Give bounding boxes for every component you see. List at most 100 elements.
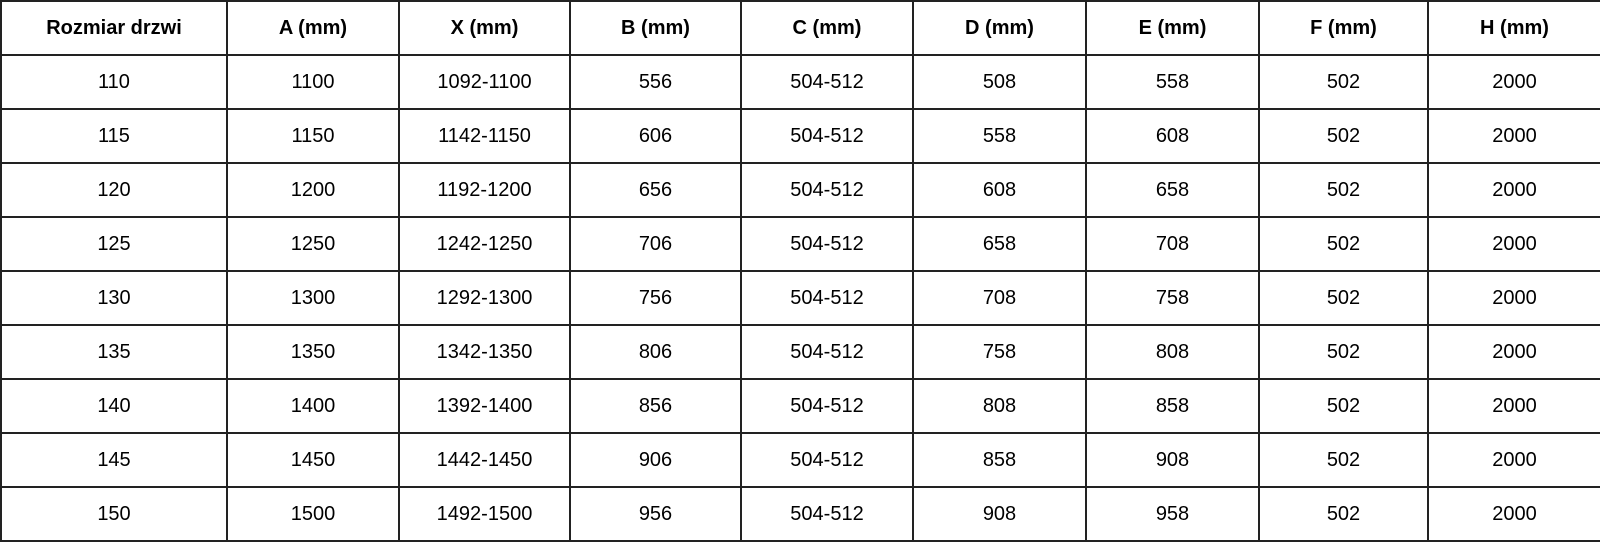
table-cell: 558 [1085,54,1260,110]
table-cell: 2000 [1427,270,1600,326]
table-cell: 502 [1258,54,1429,110]
table-cell: 758 [1085,270,1260,326]
table-cell: 2000 [1427,432,1600,488]
table-cell: 556 [569,54,742,110]
table-cell: 806 [569,324,742,380]
table-cell: 808 [912,378,1087,434]
table-cell: 502 [1258,216,1429,272]
table-cell: 858 [912,432,1087,488]
table-cell: 145 [0,432,228,488]
table-cell: 1292-1300 [398,270,571,326]
column-header: C (mm) [740,0,914,56]
table-cell: 1100 [226,54,400,110]
table-cell: 608 [1085,108,1260,164]
table-row: 145 1450 1442-1450 906 504-512 858 908 502 2000 [0,432,1600,488]
table-cell: 658 [1085,162,1260,218]
table-cell: 956 [569,486,742,542]
table-cell: 908 [912,486,1087,542]
column-header: A (mm) [226,0,400,56]
table-cell: 1142-1150 [398,108,571,164]
table-row: 150 1500 1492-1500 956 504-512 908 958 502 2000 [0,486,1600,542]
table-cell: 2000 [1427,378,1600,434]
table-row: 130 1300 1292-1300 756 504-512 708 758 502 2000 [0,270,1600,326]
table-cell: 502 [1258,432,1429,488]
header-row: Rozmiar drzwi A (mm) X (mm) B (mm) C (mm) D (… [0,0,1600,56]
table-cell: 1250 [226,216,400,272]
table-cell: 708 [912,270,1087,326]
table-cell: 858 [1085,378,1260,434]
table-cell: 1092-1100 [398,54,571,110]
table-cell: 1492-1500 [398,486,571,542]
table-cell: 1400 [226,378,400,434]
table-cell: 504-512 [740,108,914,164]
column-header: E (mm) [1085,0,1260,56]
table-cell: 504-512 [740,324,914,380]
table-row: 140 1400 1392-1400 856 504-512 808 858 502 2000 [0,378,1600,434]
table-cell: 856 [569,378,742,434]
table-cell: 656 [569,162,742,218]
table-cell: 504-512 [740,216,914,272]
table-cell: 120 [0,162,228,218]
table-cell: 140 [0,378,228,434]
table-cell: 908 [1085,432,1260,488]
column-header: F (mm) [1258,0,1429,56]
table-cell: 2000 [1427,486,1600,542]
table-cell: 504-512 [740,432,914,488]
table-cell: 502 [1258,486,1429,542]
table-cell: 758 [912,324,1087,380]
table-row: 115 1150 1142-1150 606 504-512 558 608 502 2000 [0,108,1600,164]
table-cell: 502 [1258,108,1429,164]
table-cell: 502 [1258,378,1429,434]
table-cell: 1392-1400 [398,378,571,434]
table-cell: 502 [1258,162,1429,218]
table-cell: 1200 [226,162,400,218]
table-cell: 558 [912,108,1087,164]
table-row: 110 1100 1092-1100 556 504-512 508 558 502 2000 [0,54,1600,110]
table-cell: 906 [569,432,742,488]
table-row: 135 1350 1342-1350 806 504-512 758 808 502 2000 [0,324,1600,380]
table-cell: 110 [0,54,228,110]
table-cell: 1342-1350 [398,324,571,380]
table-cell: 504-512 [740,54,914,110]
table-cell: 1350 [226,324,400,380]
table-cell: 2000 [1427,324,1600,380]
table-cell: 2000 [1427,162,1600,218]
table-cell: 756 [569,270,742,326]
table-cell: 504-512 [740,486,914,542]
table-cell: 608 [912,162,1087,218]
table-cell: 502 [1258,324,1429,380]
table-cell: 2000 [1427,108,1600,164]
table-cell: 150 [0,486,228,542]
table-cell: 658 [912,216,1087,272]
table-row: 125 1250 1242-1250 706 504-512 658 708 502 2000 [0,216,1600,272]
table-cell: 508 [912,54,1087,110]
table-cell: 504-512 [740,162,914,218]
table-cell: 706 [569,216,742,272]
table-cell: 958 [1085,486,1260,542]
column-header: H (mm) [1427,0,1600,56]
table-cell: 1150 [226,108,400,164]
table-cell: 1242-1250 [398,216,571,272]
table-row: 120 1200 1192-1200 656 504-512 608 658 502 2000 [0,162,1600,218]
table-cell: 135 [0,324,228,380]
column-header: B (mm) [569,0,742,56]
table-cell: 115 [0,108,228,164]
table-cell: 1192-1200 [398,162,571,218]
table-cell: 125 [0,216,228,272]
table-cell: 504-512 [740,270,914,326]
table-cell: 130 [0,270,228,326]
table-cell: 1442-1450 [398,432,571,488]
table-cell: 502 [1258,270,1429,326]
table-cell: 504-512 [740,378,914,434]
table-cell: 708 [1085,216,1260,272]
column-header: Rozmiar drzwi [0,0,228,56]
table-cell: 1500 [226,486,400,542]
table-cell: 2000 [1427,216,1600,272]
column-header: D (mm) [912,0,1087,56]
table-cell: 2000 [1427,54,1600,110]
column-header: X (mm) [398,0,571,56]
table-cell: 1450 [226,432,400,488]
table-cell: 808 [1085,324,1260,380]
table-cell: 606 [569,108,742,164]
